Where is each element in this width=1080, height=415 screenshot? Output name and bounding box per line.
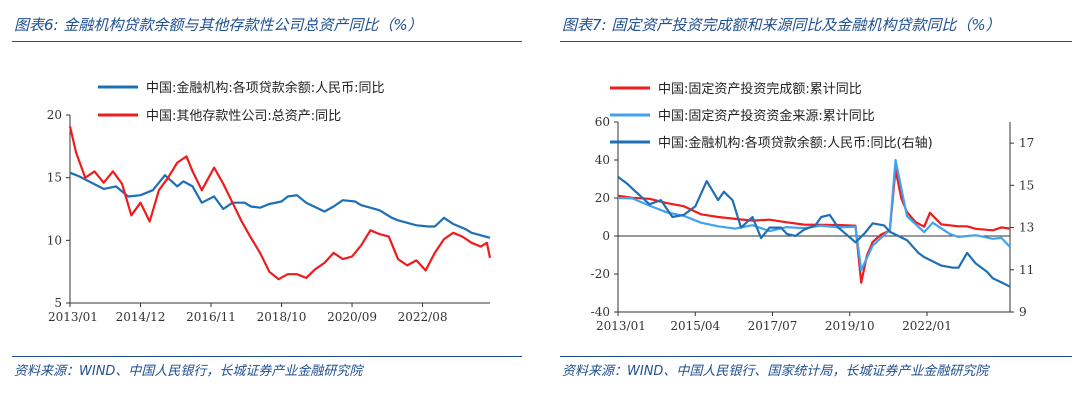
series-line-loan (617, 176, 1011, 288)
x-tick-label: 2015/04 (670, 319, 720, 333)
x-tick-label: 2019/10 (825, 319, 875, 333)
figure-panel-7: 图表7: 固定资产投资完成额和来源同比及金融机构贷款同比（%） -40 -20 0 2… (548, 0, 1080, 415)
y2-tick-label: 17 (1019, 136, 1034, 150)
legend-label-loan: 中国:金融机构:各项贷款余额:人民币:同比(右轴) (658, 135, 933, 151)
y2-tick-label: 13 (1019, 221, 1034, 235)
figure-source: 资料来源：WIND、中国人民银行、国家统计局，长城证券产业金融研究院 (562, 364, 989, 379)
y2-tick-label: 9 (1019, 305, 1027, 319)
title-divider (12, 41, 522, 42)
x-tick-label: 2014/12 (116, 310, 166, 324)
x-tick-label: 2018/10 (257, 310, 307, 324)
x-tick-label: 2017/07 (748, 319, 798, 333)
figure-source: 资料来源：WIND、中国人民银行，长城证券产业金融研究院 (14, 364, 363, 379)
y2-tick-label: 11 (1019, 263, 1034, 277)
x-tick-label: 2016/11 (186, 310, 236, 324)
y-tick-label: -40 (591, 305, 610, 319)
loan-vs-assets-chart: 5 10 15 20 2013/01 2014/12 2016/11 2018/10 2020/… (47, 80, 492, 324)
legend-label-loan: 中国:金融机构:各项贷款余额:人民币:同比 (146, 80, 385, 96)
y2-tick-label: 15 (1019, 178, 1034, 192)
y-tick-label: -20 (591, 267, 610, 281)
legend-label-completed: 中国:固定资产投资完成额:累计同比 (658, 81, 862, 97)
y-tick-label: 10 (47, 233, 62, 247)
y-tick-label: 20 (595, 191, 610, 205)
series-line-assets (68, 126, 492, 281)
x-tick-label: 2022/01 (902, 319, 952, 333)
x-tick-label: 2022/08 (398, 310, 448, 324)
x-tick-label: 2013/01 (48, 310, 98, 324)
source-divider (12, 356, 522, 357)
series-line-funding (617, 158, 1011, 272)
title-divider (560, 41, 1072, 42)
y-tick-label: 5 (54, 296, 62, 310)
y-tick-label: 40 (595, 153, 610, 167)
x-tick-label: 2013/01 (596, 319, 646, 333)
fixed-asset-investment-chart: -40 -20 0 20 40 60 9 11 13 15 17 2013/01 2015/04 2017… (591, 81, 1035, 333)
y-tick-label: 15 (47, 171, 62, 185)
legend-label-funding: 中国:固定资产投资资金来源:累计同比 (658, 108, 875, 124)
y-tick-label: 0 (602, 229, 610, 243)
y-tick-label: 20 (47, 108, 62, 122)
figure-panel-6: 图表6: 金融机构贷款余额与其他存款性公司总资产同比（%） 5 10 15 20 201… (0, 0, 530, 415)
y-tick-label: 60 (595, 115, 610, 129)
figure-title: 图表7: 固定资产投资完成额和来源同比及金融机构贷款同比（%） (562, 16, 1001, 34)
series-line-loan (69, 171, 491, 239)
source-divider (560, 356, 1072, 357)
figure-title: 图表6: 金融机构贷款余额与其他存款性公司总资产同比（%） (14, 16, 423, 34)
x-tick-label: 2020/09 (327, 310, 377, 324)
legend-label-assets: 中国:其他存款性公司:总资产:同比 (146, 109, 341, 124)
